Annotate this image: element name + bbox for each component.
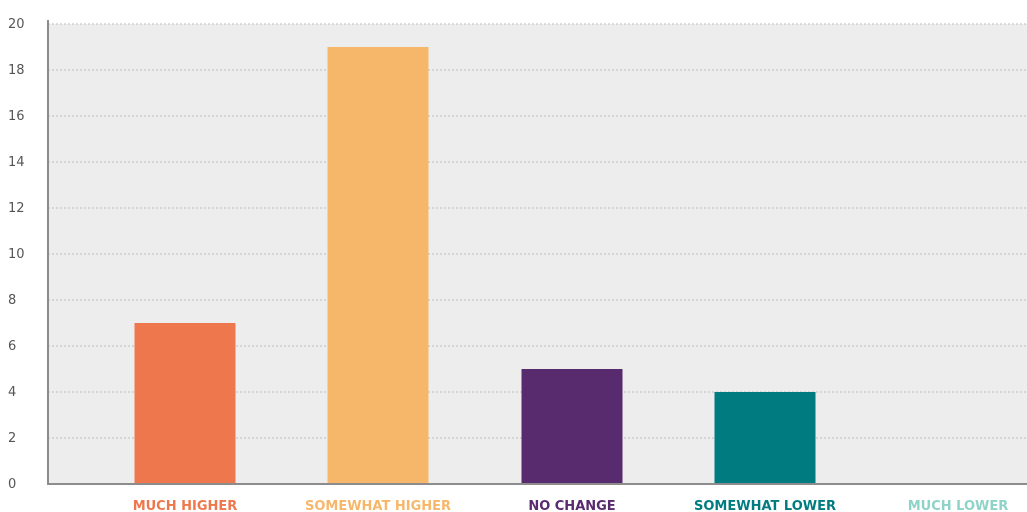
- y-tick-label: 18: [8, 63, 25, 78]
- x-category-label: NO CHANGE: [528, 499, 615, 512]
- y-tick-label: 4: [8, 385, 16, 400]
- x-category-label: SOMEWHAT LOWER: [694, 499, 836, 512]
- y-tick-label: 0: [8, 477, 16, 492]
- bar-somewhat-higher: [327, 47, 429, 484]
- x-category-label: SOMEWHAT HIGHER: [305, 499, 451, 512]
- y-tick-label: 6: [8, 339, 16, 354]
- y-tick-label: 16: [8, 109, 25, 124]
- bar-somewhat-lower: [714, 392, 816, 484]
- y-tick-label: 8: [8, 293, 16, 308]
- bar-no-change: [521, 369, 623, 484]
- y-tick-label: 10: [8, 247, 25, 262]
- y-tick-label: 20: [8, 17, 25, 32]
- bar-much-higher: [134, 323, 236, 484]
- x-category-label: MUCH LOWER: [908, 499, 1009, 512]
- y-axis-ticks: 0 2 4 6 8 10 12 14 16 18 20: [8, 17, 25, 492]
- bars: [134, 47, 816, 484]
- y-tick-label: 2: [8, 431, 16, 446]
- x-category-label: MUCH HIGHER: [133, 499, 238, 512]
- y-tick-label: 12: [8, 201, 25, 216]
- x-axis-labels: MUCH HIGHER SOMEWHAT HIGHER NO CHANGE SOMEW…: [133, 499, 1009, 512]
- y-tick-label: 14: [8, 155, 25, 170]
